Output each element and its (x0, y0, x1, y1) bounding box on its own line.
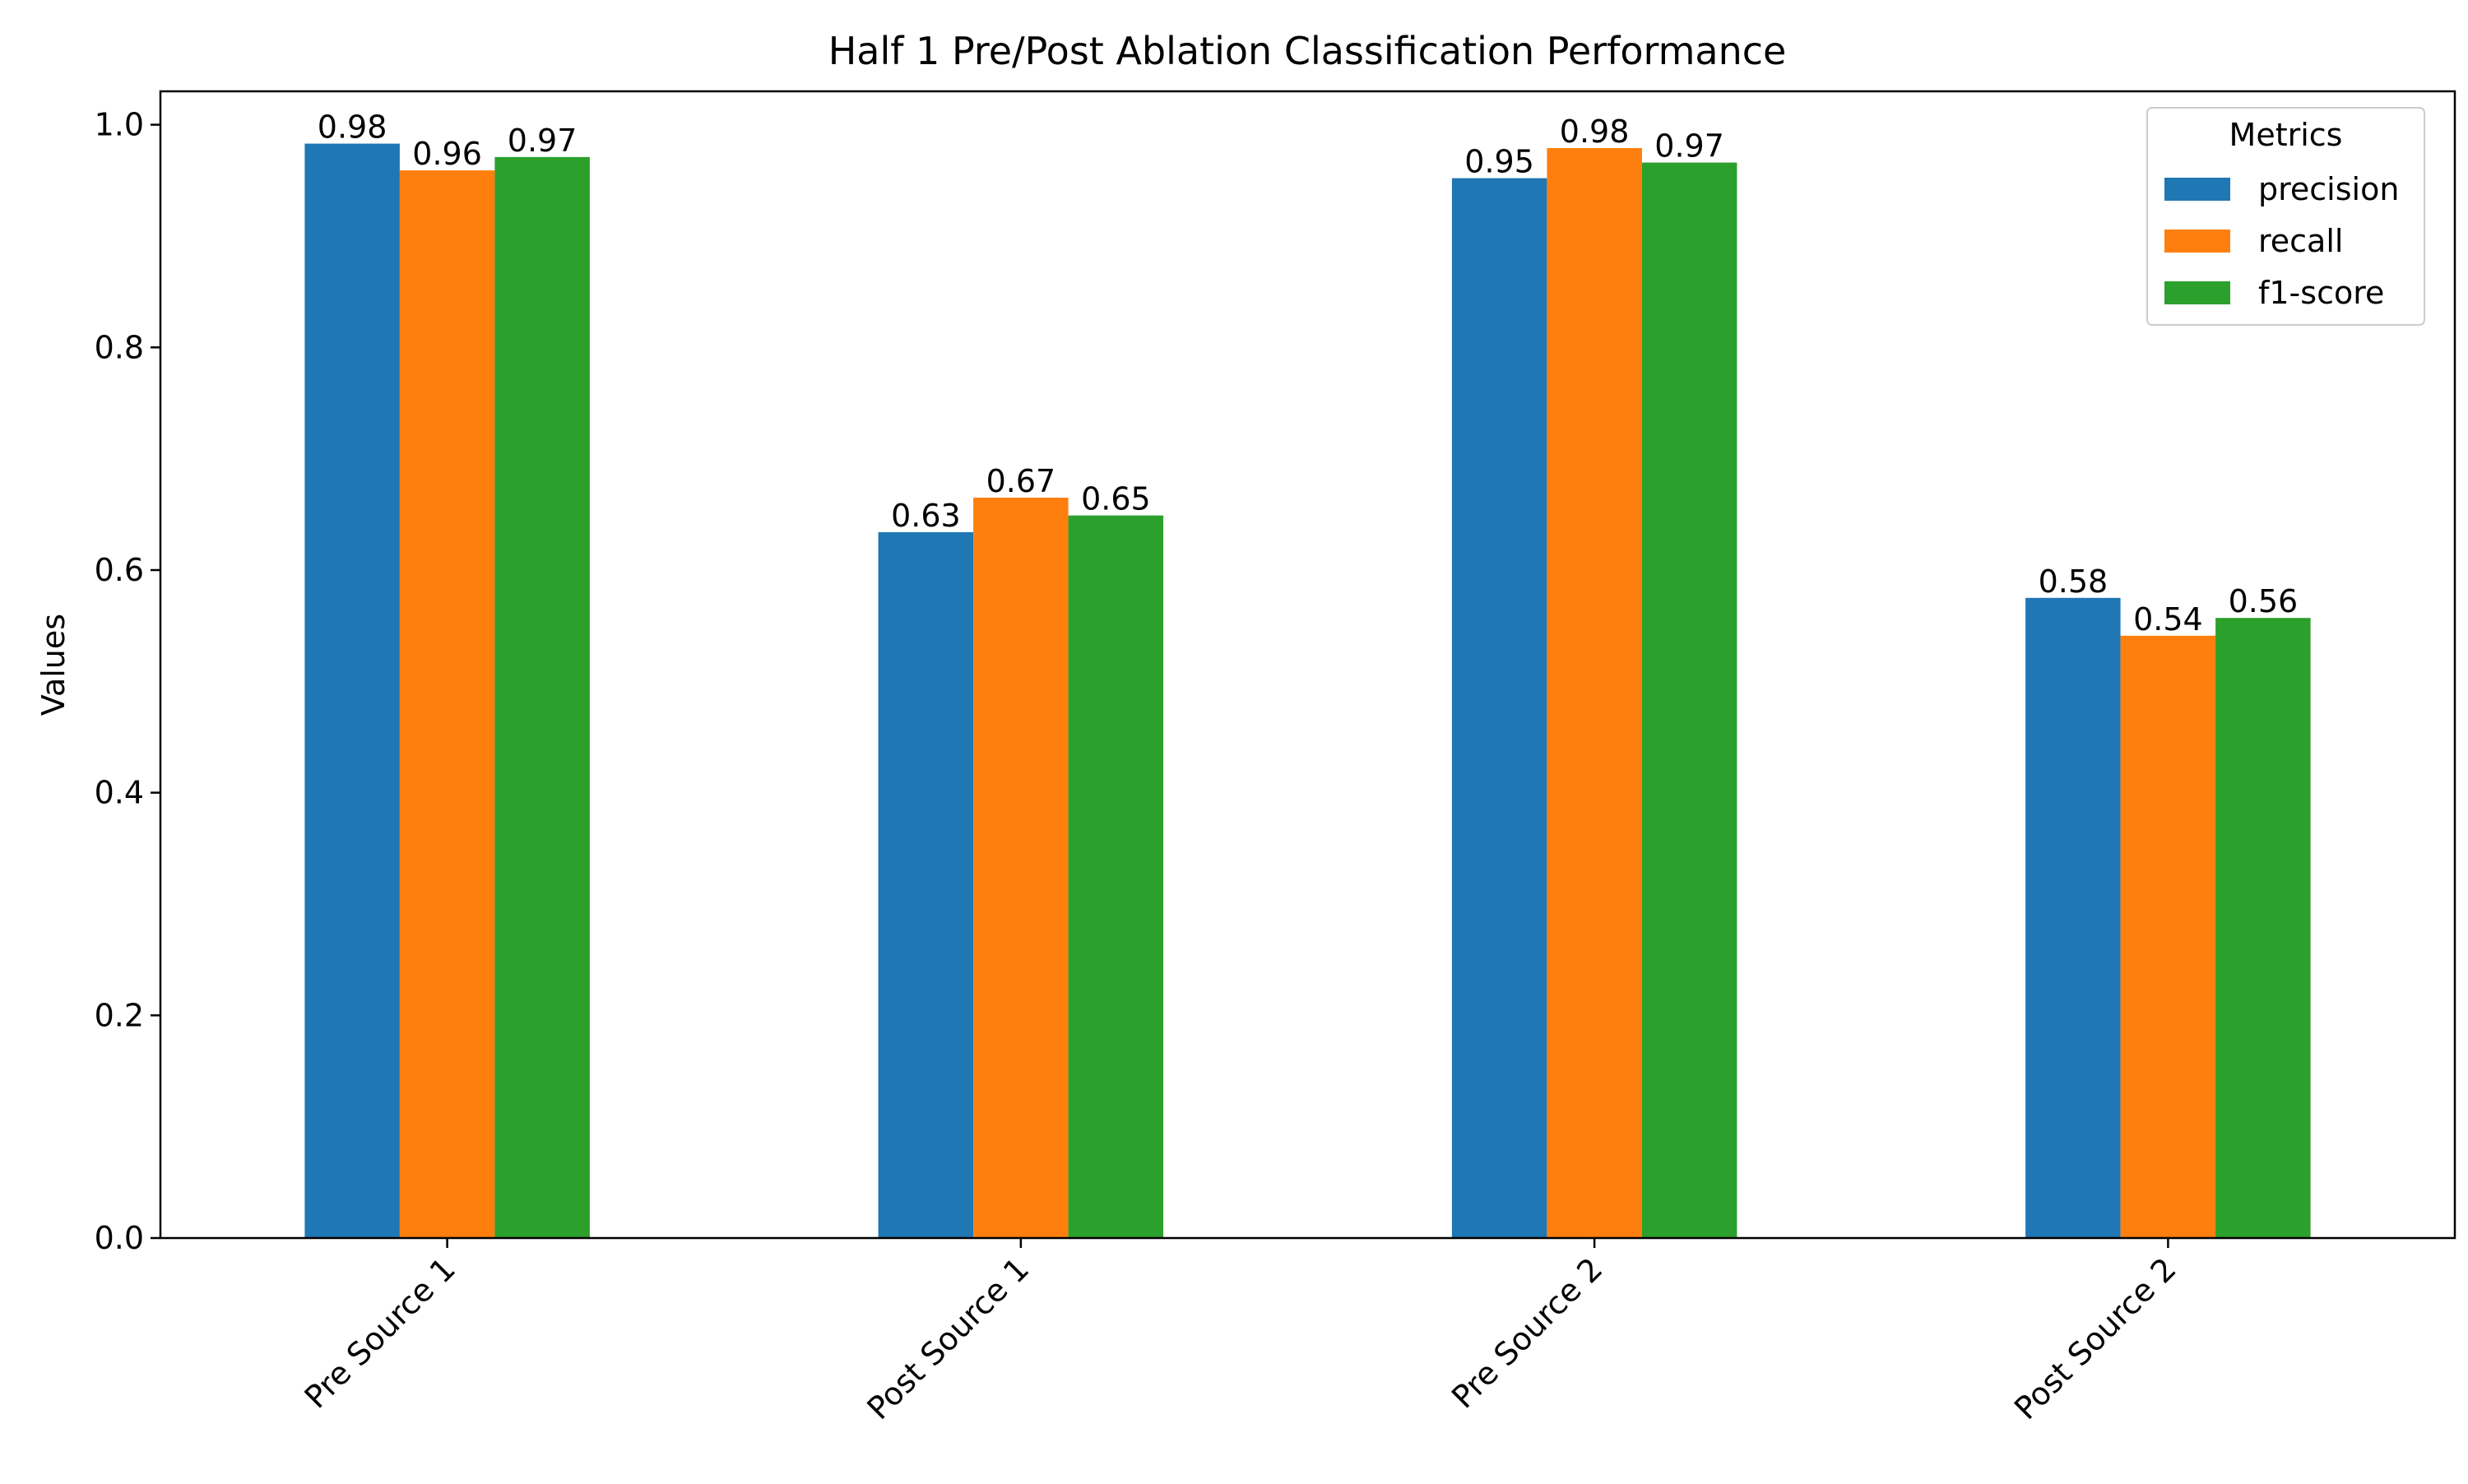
bar-precision-1 (304, 143, 400, 1239)
bar-value-label: 0.96 (412, 136, 482, 172)
y-tick-label: 0.6 (95, 552, 144, 588)
bar-value-label: 0.63 (891, 498, 961, 534)
legend-swatch-precision (2164, 178, 2230, 201)
bar-value-label: 0.98 (1560, 114, 1630, 150)
bar-f1-score-3 (1641, 162, 1737, 1239)
legend-swatch-f1-score (2164, 281, 2230, 304)
bar-value-label: 0.56 (2229, 583, 2299, 619)
bar-labels-group: 0.98 0.63 0.95 0.58 0.96 0.67 0.98 0.54 0.97 0.65… (318, 109, 2298, 638)
chart-title: Half 1 Pre/Post Ablation Classification … (828, 29, 1787, 73)
bar-recall-2 (973, 498, 1069, 1238)
bar-value-label: 0.98 (318, 109, 387, 146)
bar-recall-3 (1547, 148, 1642, 1238)
bar-value-label: 0.97 (1654, 128, 1724, 165)
legend-title: Metrics (2229, 117, 2343, 153)
bar-value-label: 0.95 (1464, 144, 1534, 180)
y-tick-label: 0.8 (95, 329, 144, 365)
bar-precision-4 (2025, 597, 2121, 1238)
bar-recall-1 (399, 170, 495, 1239)
y-tick-label: 0.2 (95, 997, 144, 1033)
y-tick-label: 0.0 (95, 1220, 144, 1256)
y-tick-label: 1.0 (95, 107, 144, 143)
bars-group (304, 143, 2311, 1239)
legend-box (2146, 107, 2425, 326)
legend: Metrics precision recall f1-score (2146, 107, 2425, 326)
legend-swatch-recall (2164, 230, 2230, 253)
bar-value-label: 0.58 (2039, 563, 2108, 600)
bar-f1-score-1 (494, 156, 590, 1238)
bar-value-label: 0.67 (986, 463, 1056, 499)
bar-f1-score-4 (2215, 618, 2311, 1238)
plot-frame (159, 90, 2456, 1240)
bar-recall-4 (2120, 635, 2216, 1238)
legend-entry-recall: recall (2258, 223, 2343, 259)
bar-f1-score-2 (1068, 515, 1164, 1238)
bar-value-label: 0.65 (1081, 481, 1151, 517)
y-tick-label: 0.4 (95, 775, 144, 811)
y-axis: 0.0 0.2 0.4 0.6 0.8 1.0 (95, 107, 160, 1256)
legend-entry-precision: precision (2258, 171, 2399, 207)
bar-precision-2 (878, 531, 974, 1238)
bar-value-label: 0.54 (2133, 601, 2203, 638)
bar-precision-3 (1451, 178, 1547, 1239)
bar-value-label: 0.97 (508, 123, 578, 159)
y-axis-label: Values (35, 614, 72, 716)
legend-entry-f1-score: f1-score (2258, 275, 2384, 311)
